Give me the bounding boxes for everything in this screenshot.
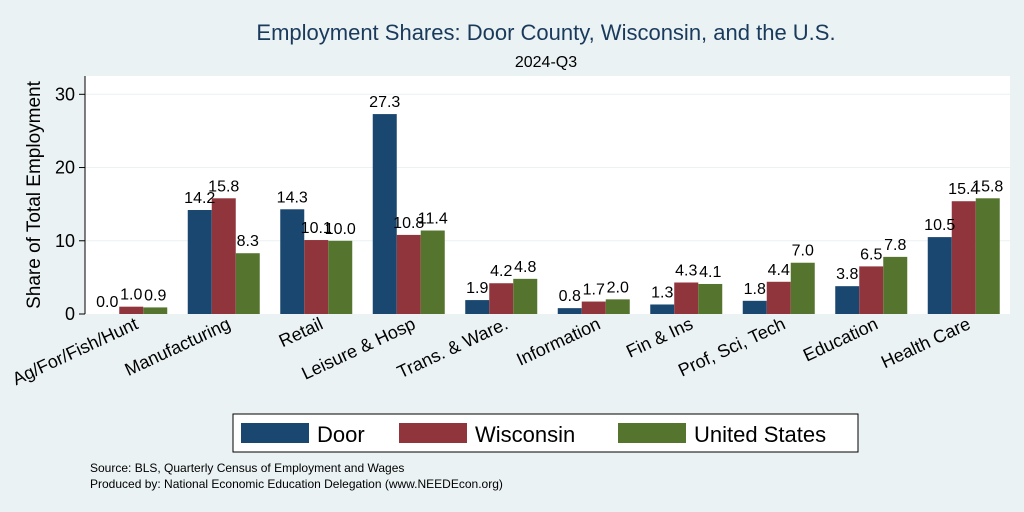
- data-label-wisconsin-9: 15.4: [948, 181, 979, 198]
- x-tick-label-6: Fin & Ins: [623, 313, 696, 361]
- bar-wisconsin-8: [859, 266, 884, 314]
- bar-united-states-0: [143, 307, 168, 314]
- data-label-united-states-0: 0.9: [144, 287, 166, 304]
- data-label-door-1: 14.2: [184, 190, 215, 207]
- bar-united-states-9: [975, 198, 1000, 314]
- y-axis-ticks: 0 10 20 30: [55, 84, 85, 324]
- data-label-united-states-7: 7.0: [792, 243, 814, 260]
- data-label-wisconsin-3: 10.8: [393, 215, 424, 232]
- bars: [119, 114, 1000, 314]
- bar-united-states-2: [328, 240, 353, 314]
- x-tick-label-5: Information: [513, 313, 603, 369]
- data-label-united-states-4: 4.8: [514, 259, 536, 276]
- data-label-united-states-9: 15.8: [972, 178, 1003, 195]
- chart-subtitle: 2024-Q3: [515, 54, 577, 71]
- bar-united-states-7: [790, 262, 815, 314]
- data-label-door-4: 1.9: [466, 280, 488, 297]
- data-label-door-3: 27.3: [369, 94, 400, 111]
- data-label-door-9: 10.5: [924, 217, 955, 234]
- legend-swatch-wisconsin: [399, 423, 467, 443]
- legend-swatch-door: [241, 423, 309, 443]
- y-tick-label-20: 20: [55, 158, 75, 178]
- x-tick-label-0: Ag/For/Fish/Hunt: [9, 313, 141, 389]
- legend-label-wisconsin: Wisconsin: [475, 422, 575, 447]
- bar-door-4: [465, 300, 490, 314]
- data-label-united-states-2: 10.0: [325, 221, 356, 238]
- bar-door-3: [372, 114, 397, 314]
- data-label-wisconsin-0: 1.0: [120, 287, 142, 304]
- legend-label-united-states: United States: [694, 422, 826, 447]
- grid-lines: [85, 93, 1010, 242]
- source-note: Source: BLS, Quarterly Census of Employm…: [90, 461, 404, 475]
- legend-box: [232, 413, 859, 453]
- bar-door-8: [835, 286, 860, 314]
- y-tick-label-10: 10: [55, 231, 75, 251]
- data-label-wisconsin-8: 6.5: [860, 246, 882, 263]
- bar-united-states-8: [883, 256, 908, 314]
- data-label-united-states-3: 11.4: [418, 211, 448, 228]
- data-label-wisconsin-2: 10.1: [301, 220, 332, 237]
- bar-wisconsin-7: [766, 281, 791, 314]
- chart-title: Employment Shares: Door County, Wisconsi…: [256, 20, 835, 45]
- legend: Door Wisconsin United States: [232, 413, 859, 453]
- bar-wisconsin-6: [674, 282, 699, 314]
- data-label-united-states-6: 4.1: [699, 264, 721, 281]
- data-labels: 0.0 1.0 0.914.215.88.314.310.110.027.310.8…: [96, 94, 1003, 311]
- bar-united-states-6: [698, 283, 723, 314]
- data-label-wisconsin-5: 1.7: [583, 282, 605, 299]
- y-tick-label-30: 30: [55, 84, 75, 104]
- data-label-united-states-8: 7.8: [884, 237, 906, 254]
- produced-by-note: Produced by: National Economic Education…: [90, 477, 503, 491]
- bar-door-1: [187, 210, 212, 314]
- bar-door-6: [650, 304, 675, 314]
- bar-wisconsin-3: [396, 234, 421, 314]
- data-label-united-states-1: 8.3: [237, 233, 259, 250]
- bar-wisconsin-5: [581, 301, 606, 314]
- bar-wisconsin-4: [489, 283, 514, 314]
- data-label-united-states-5: 2.0: [607, 279, 629, 296]
- bar-wisconsin-2: [304, 240, 329, 314]
- bar-wisconsin-0: [119, 306, 144, 314]
- legend-swatch-united-states: [618, 423, 686, 443]
- data-label-door-6: 1.3: [651, 284, 673, 301]
- x-tick-label-9: Health Care: [878, 313, 974, 372]
- bar-door-5: [557, 308, 582, 314]
- bar-door-2: [280, 209, 305, 314]
- bar-united-states-1: [235, 253, 260, 314]
- y-axis-label: Share of Total Employment: [24, 80, 45, 308]
- data-label-wisconsin-1: 15.8: [208, 178, 239, 195]
- y-tick-label-0: 0: [65, 304, 75, 324]
- x-tick-label-1: Manufacturing: [122, 313, 234, 379]
- bar-door-9: [927, 237, 952, 314]
- bar-united-states-4: [513, 278, 538, 314]
- bar-united-states-3: [420, 230, 445, 314]
- data-label-door-8: 3.8: [836, 266, 858, 283]
- bar-united-states-5: [605, 299, 630, 314]
- data-label-door-7: 1.8: [744, 281, 766, 298]
- data-label-door-0: 0.0: [96, 294, 118, 311]
- legend-label-door: Door: [317, 422, 365, 447]
- data-label-wisconsin-4: 4.2: [490, 263, 512, 280]
- x-tick-label-2: Retail: [276, 313, 326, 351]
- data-label-wisconsin-6: 4.3: [675, 263, 697, 280]
- data-label-door-2: 14.3: [277, 189, 308, 206]
- data-label-wisconsin-7: 4.4: [768, 262, 790, 279]
- bar-door-7: [742, 300, 767, 314]
- bar-wisconsin-9: [951, 201, 976, 314]
- bar-wisconsin-1: [211, 198, 236, 314]
- data-label-door-5: 0.8: [559, 288, 581, 305]
- x-tick-label-8: Education: [800, 313, 881, 365]
